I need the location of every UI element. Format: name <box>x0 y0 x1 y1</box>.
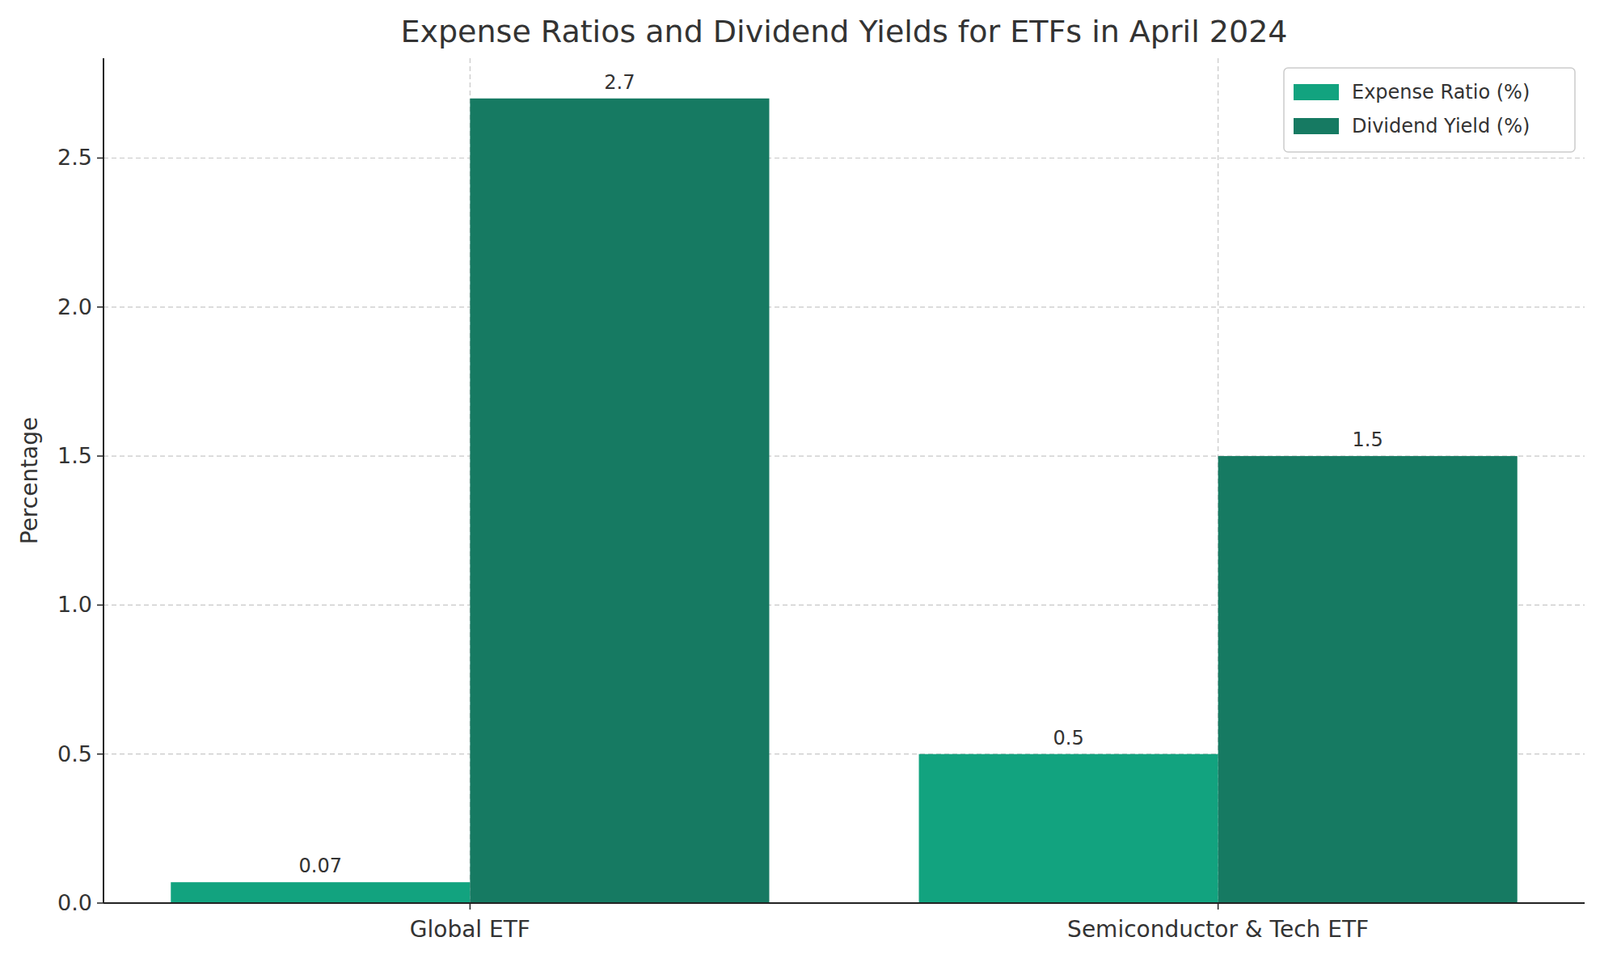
legend-swatch <box>1293 84 1339 101</box>
x-axis <box>103 902 1585 904</box>
tick-mark <box>97 306 104 309</box>
data-label: 1.5 <box>1352 428 1384 452</box>
tick-label: 1.5 <box>57 443 93 469</box>
grid-line <box>103 157 1585 159</box>
tick-label: 1.0 <box>57 591 93 617</box>
data-label: 0.5 <box>1052 726 1084 750</box>
legend: Expense Ratio (%) Dividend Yield (%) <box>1283 67 1575 152</box>
bar <box>1218 455 1518 904</box>
category-label: Global ETF <box>409 916 531 943</box>
tick-mark <box>97 157 104 160</box>
y-axis-label: Percentage <box>16 417 43 545</box>
legend-label: Expense Ratio (%) <box>1351 80 1530 104</box>
tick-label: 0.0 <box>57 890 93 916</box>
bars <box>170 98 1517 904</box>
title: Expense Ratios and Dividend Yields for E… <box>401 13 1288 50</box>
tick-mark <box>469 903 472 910</box>
tick-label: 2.0 <box>57 294 93 320</box>
tick-label: 2.5 <box>57 144 93 170</box>
data-label: 2.7 <box>603 71 635 94</box>
y-axis <box>102 58 105 904</box>
legend-box <box>1283 67 1575 152</box>
data-label: 0.07 <box>299 854 342 878</box>
category-label: Semiconductor & Tech ETF <box>1067 916 1369 943</box>
bar <box>170 882 470 904</box>
tick-mark <box>97 455 104 457</box>
grid-line <box>103 902 1585 904</box>
bar <box>469 98 769 904</box>
chart: Expense Ratios and Dividend Yields for E… <box>0 0 1600 954</box>
grid-line <box>103 306 1585 308</box>
bar <box>919 754 1219 904</box>
tick-mark <box>97 902 104 904</box>
legend-swatch <box>1293 118 1339 135</box>
tick-mark <box>97 753 104 756</box>
tick-mark <box>97 604 104 607</box>
tick-mark <box>1217 903 1220 910</box>
legend-label: Dividend Yield (%) <box>1351 114 1530 138</box>
tick-label: 0.5 <box>57 741 93 767</box>
